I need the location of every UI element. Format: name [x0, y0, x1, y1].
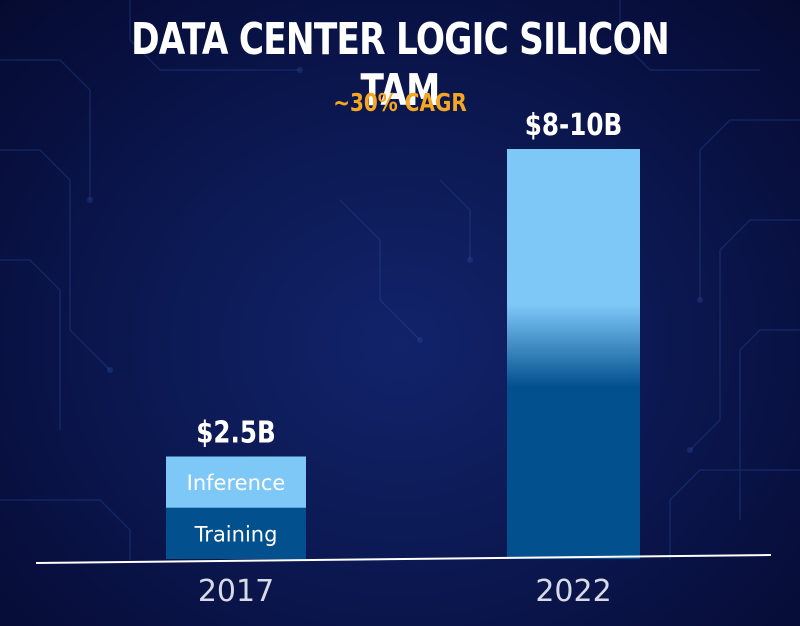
bar-training-2017 [166, 507, 306, 559]
x-axis-line [35, 554, 772, 564]
segment-label-training: Training [194, 522, 278, 546]
chart-title: DATA CENTER LOGIC SILICON TAM [131, 14, 670, 116]
chart-subtitle: ~30% CAGR [333, 88, 467, 117]
x-tick-label-2022: 2022 [535, 574, 611, 609]
bar-inference-2017 [166, 456, 306, 508]
data-label-2022: $8-10B [525, 109, 622, 143]
bar-stack-2022 [507, 149, 640, 559]
data-label-2017: $2.5B [196, 416, 275, 450]
segment-label-inference: Inference [187, 471, 286, 495]
x-tick-label-2017: 2017 [198, 574, 274, 609]
